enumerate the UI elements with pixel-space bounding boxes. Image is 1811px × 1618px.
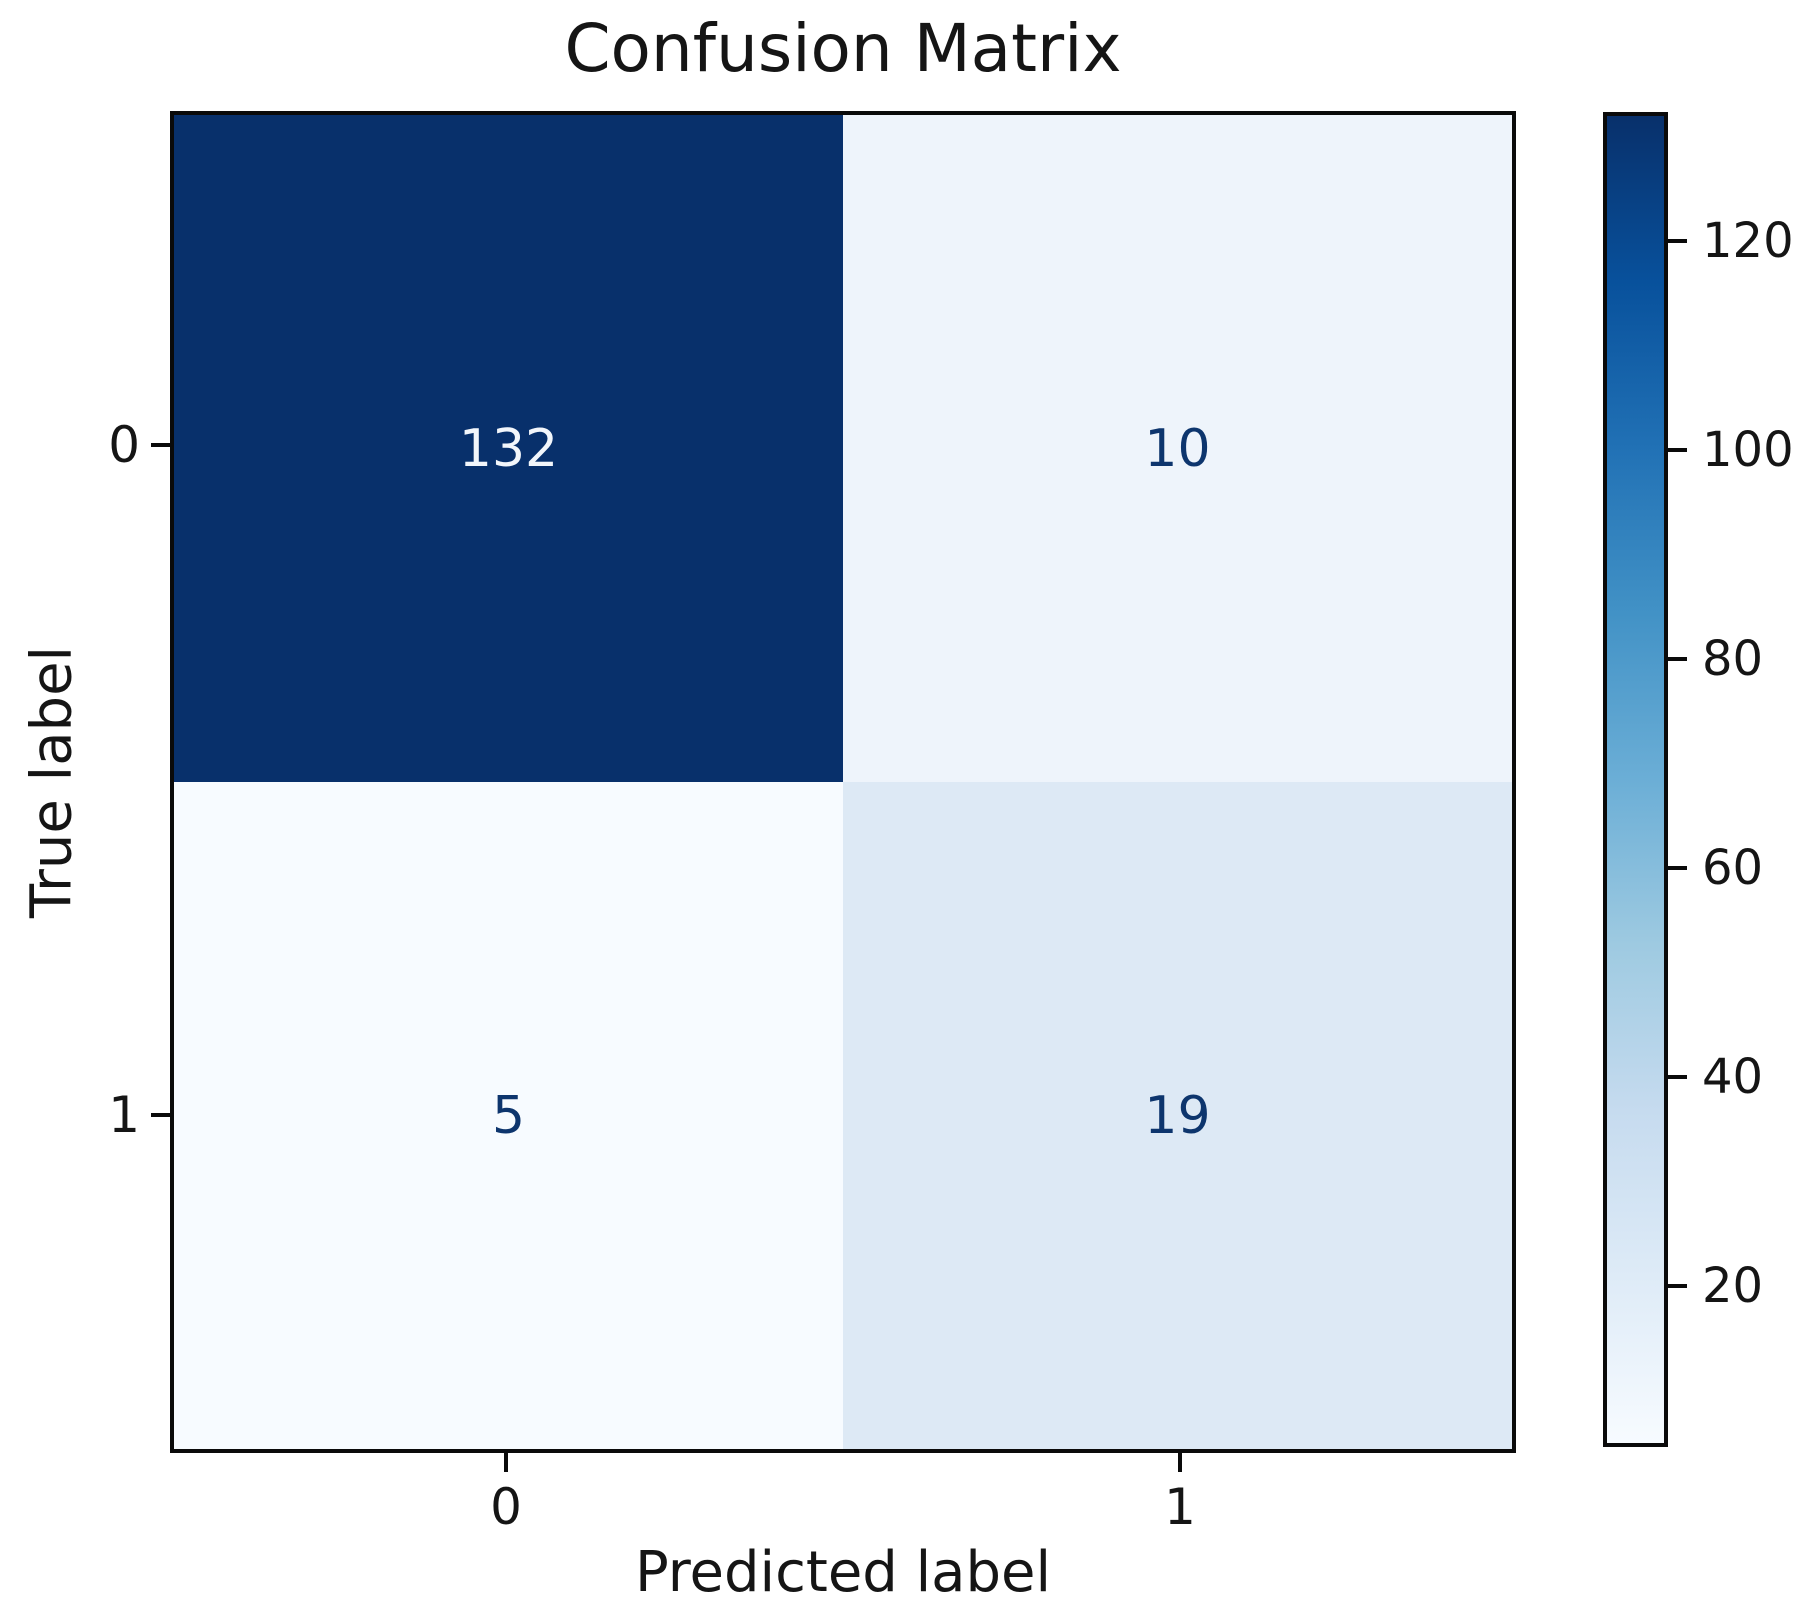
colorbar-tick-label-40: 40 — [1702, 1049, 1764, 1106]
colorbar-tick-mark-60 — [1668, 866, 1687, 871]
confusion-matrix-heatmap: 132 10 5 19 — [170, 111, 1516, 1453]
matrix-cell-true0-pred1: 10 — [843, 115, 1512, 782]
y-tick-label-1: 1 — [108, 1086, 140, 1144]
colorbar-tick-label-20: 20 — [1702, 1258, 1764, 1315]
matrix-cell-true0-pred0: 132 — [174, 115, 843, 782]
colorbar-tick-mark-120 — [1668, 239, 1687, 244]
x-tick-mark-1 — [1178, 1453, 1182, 1472]
colorbar-tick-label-60: 60 — [1702, 840, 1764, 897]
x-axis-label: Predicted label — [634, 1540, 1052, 1605]
colorbar — [1603, 112, 1668, 1447]
cell-value: 19 — [1144, 1085, 1211, 1146]
cell-value: 5 — [491, 1085, 526, 1146]
x-tick-mark-0 — [504, 1453, 508, 1472]
colorbar-tick-mark-20 — [1668, 1284, 1687, 1289]
colorbar-tick-label-80: 80 — [1702, 631, 1764, 688]
colorbar-tick-mark-80 — [1668, 657, 1687, 662]
colorbar-tick-label-120: 120 — [1702, 213, 1794, 270]
chart-title: Confusion Matrix — [564, 10, 1122, 87]
cell-value: 132 — [458, 418, 559, 479]
y-tick-mark-1 — [151, 1113, 170, 1117]
colorbar-tick-mark-40 — [1668, 1075, 1687, 1080]
matrix-cell-true1-pred0: 5 — [174, 782, 843, 1449]
x-tick-label-1: 1 — [1164, 1478, 1196, 1536]
colorbar-tick-mark-100 — [1668, 448, 1687, 453]
y-axis-label: True label — [19, 645, 85, 919]
y-tick-mark-0 — [151, 443, 170, 447]
colorbar-gradient — [1607, 116, 1664, 1443]
matrix-cell-true1-pred1: 19 — [843, 782, 1512, 1449]
cell-value: 10 — [1144, 418, 1211, 479]
x-tick-label-0: 0 — [490, 1478, 522, 1536]
y-tick-label-0: 0 — [108, 416, 140, 474]
colorbar-tick-label-100: 100 — [1702, 422, 1794, 479]
